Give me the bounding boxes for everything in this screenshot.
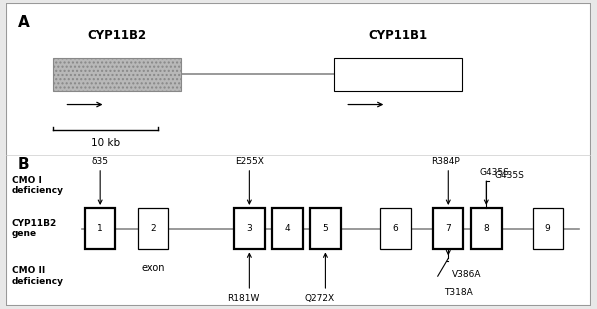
Text: 9: 9: [545, 224, 550, 233]
Bar: [234, 208, 264, 249]
Bar: [380, 208, 411, 249]
Text: 4: 4: [285, 224, 290, 233]
Text: T318A: T318A: [444, 288, 472, 297]
Bar: [533, 208, 563, 249]
Text: G435S: G435S: [479, 168, 509, 177]
Bar: [272, 208, 303, 249]
Text: G435S: G435S: [494, 171, 524, 180]
Text: CMO I
deficiency: CMO I deficiency: [12, 176, 64, 195]
Text: V386A: V386A: [453, 270, 482, 279]
Text: Q272X: Q272X: [304, 294, 335, 303]
Text: 1: 1: [97, 224, 103, 233]
Bar: [471, 208, 501, 249]
Text: 10 kb: 10 kb: [91, 138, 120, 148]
Bar: [433, 208, 463, 249]
Text: 5: 5: [322, 224, 328, 233]
Text: CYP11B2: CYP11B2: [88, 29, 147, 42]
Text: 6: 6: [393, 224, 398, 233]
Text: CMO II
deficiency: CMO II deficiency: [12, 266, 64, 286]
Bar: [334, 57, 462, 91]
Text: 8: 8: [484, 224, 489, 233]
Text: 2: 2: [150, 224, 156, 233]
Text: A: A: [18, 15, 29, 30]
Text: E255X: E255X: [235, 157, 264, 166]
Bar: [310, 208, 341, 249]
Text: exon: exon: [141, 263, 165, 273]
Text: δ35: δ35: [92, 157, 109, 166]
Text: R181W: R181W: [227, 294, 260, 303]
Text: CYP11B1: CYP11B1: [368, 29, 427, 42]
Bar: [53, 57, 181, 91]
Bar: [85, 208, 115, 249]
Text: 3: 3: [247, 224, 252, 233]
Text: B: B: [18, 158, 29, 172]
Text: 7: 7: [445, 224, 451, 233]
Text: CYP11B2
gene: CYP11B2 gene: [12, 219, 57, 238]
Text: R384P: R384P: [432, 157, 460, 166]
Bar: [137, 208, 168, 249]
